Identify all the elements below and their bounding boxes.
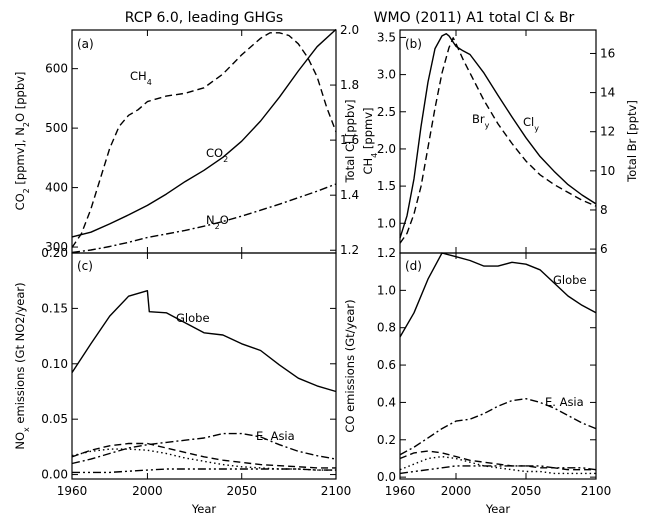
y-tick-label: 600 (45, 62, 68, 76)
series-line-2-2 (71, 442, 336, 469)
title-a: RCP 6.0, leading GHGs (125, 10, 283, 26)
y-tick-label: 300 (45, 240, 68, 254)
series-line-1-0 (399, 33, 597, 239)
y-right-tick-label: 8 (600, 203, 608, 217)
y-right-tick-label: 2.0 (340, 23, 359, 37)
title-b: WMO (2011) A1 total Cl & Br (374, 10, 575, 26)
series-label-cly: Cly (523, 115, 539, 133)
ylabel-right-a: CH4 [ppmv] (361, 107, 379, 174)
series-line-2-4 (72, 468, 336, 474)
xlabel-c: Year (191, 502, 217, 516)
series-label-bry: Bry (472, 112, 490, 130)
x-tick-label: 2000 (132, 484, 163, 498)
y-tick-label: 0.8 (377, 321, 396, 335)
y-tick-label: 0.0 (377, 470, 396, 484)
y-right-tick-label: 14 (600, 86, 615, 100)
panel-label-b: (b) (405, 37, 422, 51)
series-line-2-3 (71, 448, 336, 471)
series-line-3-0 (399, 252, 597, 338)
panel-c-frame (71, 252, 337, 480)
chart-marks: 300 400 500 600 1.2 1.4 1.6 1.8 2.0 1.0 1.5 2.0 2.5 3… (41, 23, 615, 498)
panel-b-frame (399, 29, 597, 254)
panel-label-c: (c) (77, 259, 93, 273)
y-tick-label: 0.00 (41, 468, 68, 482)
series-line-3-3 (399, 455, 596, 475)
series-line-0-1 (71, 32, 337, 248)
series-line-0-0 (71, 28, 337, 238)
y-tick-label: 3.5 (377, 30, 396, 44)
ylabel-d: CO emissions (Gt/year) (343, 299, 357, 432)
y-tick-label: 0.2 (377, 433, 396, 447)
y-tick-label: 500 (45, 121, 68, 135)
x-tick-label: 1960 (385, 484, 416, 498)
y-tick-label: 2.5 (377, 105, 396, 119)
y-right-tick-label: 6 (600, 242, 608, 256)
x-tick-label: 2050 (226, 484, 257, 498)
y-tick-label: 400 (45, 181, 68, 195)
y-right-tick-label: 16 (600, 46, 615, 60)
y-tick-label: 1.0 (377, 216, 396, 230)
series-label-co2: CO2 (206, 146, 228, 164)
y-tick-label: 2.0 (377, 142, 396, 156)
y-tick-label: 3.0 (377, 68, 396, 82)
ylabel-c: NOx emissions (Gt NO2/year) (13, 282, 31, 449)
y-right-tick-label: 1.2 (340, 243, 359, 257)
y-tick-label: 0.4 (377, 395, 396, 409)
y-right-tick-label: 1.4 (340, 188, 359, 202)
series-label-ch4: CH4 (130, 69, 152, 87)
panel-a-frame (71, 29, 337, 254)
series-line-0-2 (71, 183, 337, 254)
series-label-easia-d: E. Asia (545, 395, 584, 409)
ylabel-right-b: Total Br [pptv] (625, 100, 639, 183)
series-line-1-1 (399, 37, 597, 244)
series-label-globe-c: Globe (176, 311, 210, 325)
y-tick-label: 0.10 (41, 357, 68, 371)
y-right-tick-label: 10 (600, 164, 615, 178)
series-line-2-0 (71, 290, 337, 393)
y-tick-label: 0.15 (41, 301, 68, 315)
x-tick-label: 2100 (581, 484, 612, 498)
x-tick-label: 2050 (511, 484, 542, 498)
y-tick-label: 1.0 (377, 283, 396, 297)
y-tick-label: 1.2 (377, 246, 396, 260)
y-tick-label: 0.20 (41, 246, 68, 260)
xlabel-d: Year (485, 502, 511, 516)
series-line-3-1 (399, 398, 597, 456)
series-label-easia-c: E. Asia (256, 429, 295, 443)
x-tick-label: 2100 (321, 484, 352, 498)
y-tick-label: 0.05 (41, 412, 68, 426)
panel-label-a: (a) (77, 37, 94, 51)
ylabel-a: CO2 [ppmv], N2O [ppbv] (13, 72, 31, 211)
y-right-tick-label: 1.8 (340, 78, 359, 92)
panel-d-frame (399, 252, 597, 480)
ylabel-b: Total Cl [ppbv] (343, 99, 357, 183)
series-label-globe-d: Globe (553, 273, 587, 287)
y-tick-label: 1.5 (377, 179, 396, 193)
panel-label-d: (d) (405, 259, 422, 273)
y-right-tick-label: 1.6 (340, 133, 359, 147)
series-line-3-4 (399, 465, 597, 475)
x-tick-label: 1960 (57, 484, 88, 498)
series-line-3-2 (399, 450, 596, 471)
y-right-tick-label: 12 (600, 125, 615, 139)
y-tick-label: 0.6 (377, 358, 396, 372)
x-tick-label: 2000 (441, 484, 472, 498)
series-label-n2o: N2O (206, 213, 229, 231)
series-line-2-1 (71, 432, 337, 465)
